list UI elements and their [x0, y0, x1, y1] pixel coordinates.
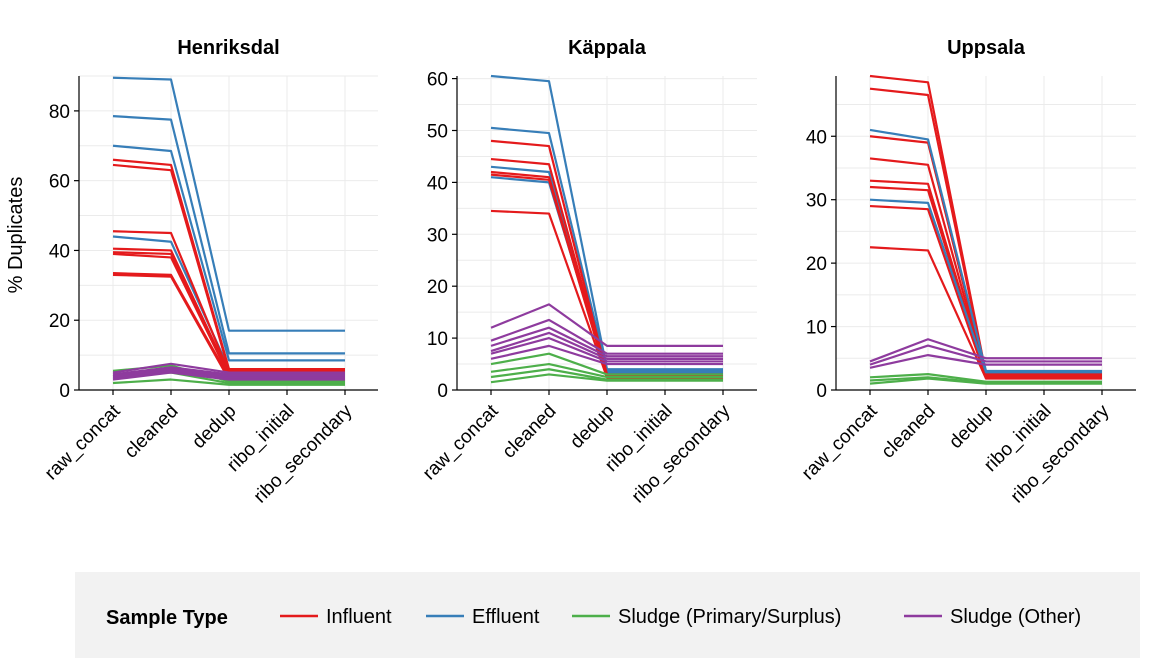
series-line-sludge-other [490, 326, 723, 358]
x-tick-label: dedup [566, 401, 618, 453]
series-line-sludge-other [490, 344, 723, 366]
y-tick-label: 60 [427, 70, 448, 91]
series-line-effluent [869, 198, 1102, 374]
series-line-sludge-other [112, 369, 345, 379]
series-line-sludge-primary-surplus [490, 362, 723, 379]
series-line-sludge-other [490, 318, 723, 355]
series-line-sludge-other [112, 371, 345, 381]
series-line-sludge-primary-surplus [112, 378, 345, 386]
x-tick-label: cleaned [878, 401, 940, 463]
x-tick-label: raw_concat [798, 400, 882, 484]
series-line-sludge-other [112, 362, 345, 374]
series-line-sludge-primary-surplus [490, 352, 723, 376]
y-tick-label: 0 [59, 381, 70, 402]
series-line-sludge-other [869, 338, 1102, 363]
series-line-sludge-other [490, 331, 723, 360]
y-tick-label: 40 [427, 173, 448, 194]
y-tick-label: 20 [49, 311, 70, 332]
series-line-sludge-other [490, 336, 723, 363]
x-tick-label: ribo_secondary [628, 400, 735, 507]
y-tick-label: 10 [427, 329, 448, 350]
series-line-effluent [112, 76, 345, 332]
y-tick-label: 50 [427, 121, 448, 142]
series-line-sludge-primary-surplus [869, 373, 1102, 383]
x-tick-label: cleaned [121, 401, 183, 463]
legend-entry-influent: Influent [280, 606, 392, 628]
series-line-effluent [112, 115, 345, 355]
y-tick-label: 0 [437, 381, 448, 402]
y-tick-label: 30 [806, 191, 827, 212]
y-tick-label: 40 [49, 241, 70, 262]
series-line-sludge-other [112, 367, 345, 378]
series-line-sludge-other [490, 303, 723, 347]
y-axis-title: % Duplicates [5, 177, 27, 294]
y-tick-label: 20 [427, 277, 448, 298]
series-line-sludge-primary-surplus [490, 373, 723, 384]
x-tick-label: raw_concat [419, 400, 503, 484]
series-line-sludge-other [112, 366, 345, 376]
y-tick-label: 0 [816, 381, 827, 402]
panel-title: Uppsala [947, 37, 1026, 59]
legend-label: Sludge (Other) [950, 606, 1081, 628]
legend-label: Effluent [472, 606, 540, 628]
y-tick-label: 10 [806, 318, 827, 339]
legend-entries: Influent Effluent Sludge (Primary/Surplus)… [280, 606, 1081, 628]
legend-entry-sludge-other: Sludge (Other) [904, 606, 1081, 628]
series-line-sludge-other [869, 354, 1102, 369]
x-tick-label: raw_concat [41, 400, 125, 484]
legend-label: Sludge (Primary/Surplus) [618, 606, 841, 628]
legend-entry-sludge-primary-surplus: Sludge (Primary/Surplus) [572, 606, 841, 628]
y-tick-label: 30 [427, 225, 448, 246]
legend-entry-effluent: Effluent [426, 606, 540, 628]
panel-title: Henriksdal [177, 37, 279, 59]
legend-label: Influent [326, 606, 392, 628]
x-tick-label: ribo_secondary [1007, 400, 1114, 507]
y-tick-label: 60 [49, 172, 70, 193]
y-tick-label: 40 [806, 127, 827, 148]
series-line-sludge-primary-surplus [869, 377, 1102, 385]
x-tick-label: ribo_secondary [250, 400, 357, 507]
series-line-sludge-other [869, 344, 1102, 366]
y-tick-label: 80 [49, 102, 70, 123]
x-tick-label: cleaned [499, 401, 561, 463]
y-tick-label: 20 [806, 254, 827, 275]
series-line-effluent [112, 144, 345, 362]
panel-title: Käppala [568, 37, 647, 59]
series-line-influent [869, 246, 1102, 380]
legend-title: Sample Type [106, 607, 228, 629]
x-tick-label: dedup [945, 401, 997, 453]
legend: Sample Type Influent Effluent Sludge (Prim… [75, 572, 1140, 658]
x-tick-label: dedup [188, 401, 240, 453]
